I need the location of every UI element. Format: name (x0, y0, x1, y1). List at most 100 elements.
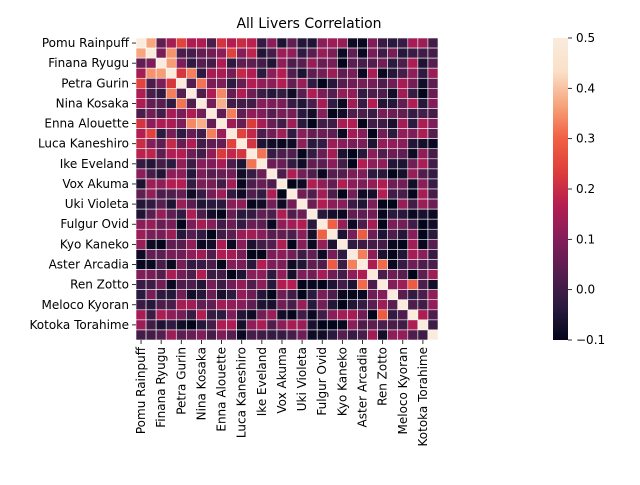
y-tick-label: Nina Kosaka (56, 96, 129, 110)
heatmap-cell (155, 309, 167, 321)
heatmap-cell (246, 37, 258, 49)
heatmap-cell (256, 299, 268, 311)
heatmap-cell (357, 128, 368, 139)
heatmap-cell (266, 37, 278, 49)
heatmap-cell (367, 37, 378, 49)
heatmap-cell (357, 98, 368, 109)
heatmap-cell (316, 67, 328, 79)
heatmap-cell (155, 178, 167, 190)
heatmap-cell (135, 138, 147, 150)
heatmap-cell (397, 158, 409, 170)
heatmap-cell (306, 218, 318, 230)
heatmap-cell (226, 158, 237, 170)
heatmap-cell (206, 37, 217, 49)
heatmap-cell (236, 289, 248, 301)
heatmap-cell (186, 269, 197, 280)
heatmap-cell (145, 158, 157, 170)
heatmap-cell (236, 178, 248, 190)
heatmap-cell (397, 148, 409, 160)
heatmap-cell (256, 158, 268, 170)
heatmap-cell (397, 77, 409, 89)
heatmap-cell (326, 138, 338, 150)
heatmap-cell (387, 128, 399, 139)
heatmap-cell (306, 168, 318, 180)
heatmap-cell (296, 218, 308, 230)
heatmap-cell (347, 138, 358, 150)
heatmap-cell (326, 259, 338, 270)
heatmap-cell (377, 309, 388, 321)
heatmap-cell (165, 168, 177, 180)
heatmap-cell (377, 168, 388, 180)
heatmap-cell (296, 158, 308, 170)
heatmap-cell (397, 269, 409, 280)
heatmap-cell (326, 88, 338, 99)
heatmap-cell (186, 239, 197, 250)
heatmap-cell (367, 77, 378, 89)
heatmap-cell (326, 299, 338, 311)
heatmap-cell (196, 309, 207, 321)
x-tick-label: Uki Violeta (295, 347, 309, 411)
heatmap-cell (286, 128, 298, 139)
heatmap-cell (427, 259, 439, 270)
heatmap-cell (286, 118, 298, 129)
heatmap-cell (175, 239, 187, 250)
heatmap-cell (326, 148, 338, 160)
heatmap-cell (266, 47, 278, 59)
heatmap-cell (427, 249, 439, 260)
colorbar-ticks: −0.1 0.0 0.1 0.2 0.3 0.4 0.5 (568, 31, 605, 347)
heatmap-cell (286, 279, 298, 290)
heatmap-cell (206, 259, 217, 270)
heatmap-cell (326, 249, 338, 260)
heatmap-cell (155, 118, 167, 129)
y-tick-label: Vox Akuma (62, 177, 129, 191)
heatmap-cell (397, 57, 409, 69)
heatmap-cell (155, 269, 167, 280)
heatmap-cell (367, 57, 378, 69)
heatmap-cell (186, 329, 197, 341)
heatmap-cell (206, 168, 217, 180)
heatmap-cell (135, 168, 147, 180)
heatmap-cell (165, 188, 177, 200)
heatmap-cell (337, 118, 348, 129)
heatmap-cell (357, 269, 368, 280)
heatmap-cell (266, 188, 278, 200)
heatmap-cell (296, 259, 308, 270)
heatmap-cell (175, 138, 187, 150)
heatmap-cell (337, 329, 348, 341)
heatmap-cell (216, 208, 227, 220)
heatmap-cell (216, 98, 227, 109)
heatmap-cell (326, 309, 338, 321)
heatmap-cell (226, 319, 237, 331)
heatmap-cell (276, 47, 288, 59)
heatmap-cell (407, 239, 419, 250)
heatmap-cell (135, 228, 147, 240)
heatmap-cell (256, 218, 268, 230)
heatmap-cell (145, 259, 157, 270)
heatmap-cell (196, 128, 207, 139)
heatmap-cell (316, 138, 328, 150)
heatmap-cell (145, 98, 157, 109)
heatmap-cell (266, 148, 278, 160)
heatmap-cell (377, 98, 388, 109)
heatmap-cell (427, 319, 439, 331)
heatmap-cell (155, 208, 167, 220)
heatmap-cell (296, 138, 308, 150)
heatmap-cell (236, 208, 248, 220)
heatmap-cell (296, 188, 308, 200)
heatmap-cell (276, 259, 288, 270)
heatmap-cell (175, 168, 187, 180)
heatmap-cell (226, 178, 237, 190)
heatmap-cell (165, 279, 177, 290)
heatmap-cell (357, 249, 368, 260)
heatmap-cell (155, 108, 167, 119)
heatmap-cell (266, 259, 278, 270)
heatmap-cells (135, 37, 439, 341)
heatmap-cell (155, 188, 167, 200)
heatmap-cell (276, 289, 288, 301)
heatmap-cell (246, 309, 258, 321)
heatmap-cell (377, 37, 388, 49)
heatmap-cell (306, 249, 318, 260)
heatmap-cell (266, 178, 278, 190)
heatmap-cell (407, 319, 419, 331)
heatmap-cell (377, 108, 388, 119)
